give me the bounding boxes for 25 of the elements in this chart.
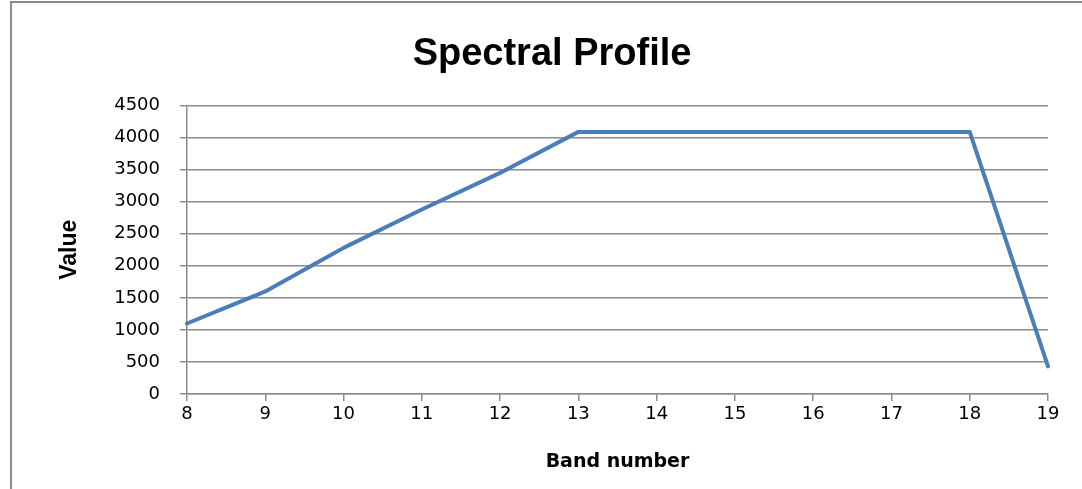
- x-tick-label: 8: [181, 402, 193, 424]
- x-tick-label: 18: [958, 402, 982, 424]
- y-tick-label: 4000: [114, 125, 160, 147]
- x-tick-label: 9: [259, 402, 271, 424]
- y-tick-label: 1500: [114, 285, 160, 307]
- x-tick-label: 16: [801, 402, 825, 424]
- x-tick-label: 11: [410, 402, 434, 424]
- y-tick-label: 3500: [114, 157, 160, 179]
- x-tick-label: 19: [1036, 402, 1060, 424]
- y-tick-label: 500: [125, 349, 160, 371]
- x-tick-label: 17: [880, 402, 903, 424]
- x-tick-label: 14: [645, 402, 669, 424]
- y-tick-label: 2500: [114, 221, 160, 243]
- x-tick-label: 15: [723, 402, 747, 424]
- x-tick-label: 12: [488, 402, 512, 424]
- y-tick-label: 2000: [114, 253, 160, 275]
- x-axis-title: Band number: [545, 448, 690, 471]
- y-tick-label: 1000: [114, 317, 160, 339]
- y-axis-title: Value: [55, 219, 82, 280]
- y-tick-label: 4500: [114, 93, 160, 115]
- x-tick-label: 13: [566, 402, 590, 424]
- y-tick-label: 3000: [114, 189, 160, 211]
- y-tick-label: 0: [148, 381, 160, 403]
- chart-title: Spectral Profile: [412, 31, 692, 74]
- x-tick-label: 10: [332, 402, 355, 424]
